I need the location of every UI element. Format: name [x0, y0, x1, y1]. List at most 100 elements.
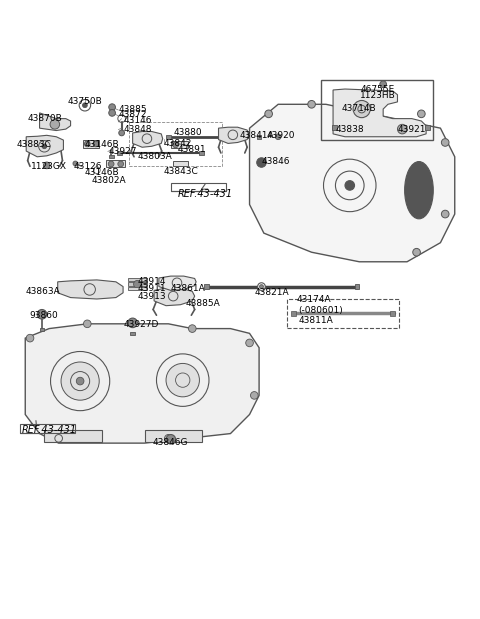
Text: 43891: 43891	[178, 145, 206, 154]
Bar	[144, 430, 202, 442]
Circle shape	[257, 158, 266, 167]
Circle shape	[246, 339, 253, 347]
Text: 43885: 43885	[118, 105, 147, 113]
Text: 43841A: 43841A	[240, 131, 275, 140]
Circle shape	[189, 325, 196, 332]
Text: 43811A: 43811A	[298, 316, 333, 326]
Text: 43174A: 43174A	[296, 295, 331, 305]
Circle shape	[83, 103, 87, 108]
Circle shape	[84, 320, 91, 327]
Bar	[390, 311, 395, 316]
Circle shape	[345, 181, 355, 190]
Polygon shape	[159, 276, 196, 290]
Polygon shape	[333, 89, 426, 137]
Text: 43861A: 43861A	[171, 284, 205, 293]
Text: 43714B: 43714B	[341, 103, 376, 113]
Bar	[287, 299, 399, 327]
Circle shape	[442, 139, 449, 146]
Circle shape	[258, 283, 265, 290]
Circle shape	[353, 100, 370, 118]
Circle shape	[166, 435, 176, 444]
Text: 1123HB: 1123HB	[360, 91, 396, 100]
Text: 43838: 43838	[336, 124, 364, 134]
Text: 43927: 43927	[109, 147, 137, 155]
Text: 43927D: 43927D	[123, 320, 158, 329]
Text: 43920: 43920	[266, 131, 295, 140]
Polygon shape	[58, 280, 123, 299]
Text: 46755E: 46755E	[360, 85, 395, 95]
Bar	[171, 183, 226, 191]
Text: 43126: 43126	[74, 162, 102, 171]
Bar	[44, 430, 102, 442]
Text: 43885A: 43885A	[185, 299, 220, 308]
Circle shape	[37, 310, 47, 319]
Circle shape	[26, 334, 34, 342]
Text: 43802A: 43802A	[91, 176, 126, 185]
Text: 43872: 43872	[118, 110, 147, 119]
Text: 43863A: 43863A	[25, 287, 60, 296]
Polygon shape	[250, 104, 455, 262]
Text: 43842: 43842	[164, 139, 192, 148]
Polygon shape	[26, 136, 63, 157]
Text: 1123GX: 1123GX	[31, 162, 67, 171]
Text: REF.43-431: REF.43-431	[22, 425, 76, 435]
Circle shape	[42, 144, 47, 149]
Text: 43880: 43880	[173, 128, 202, 137]
Bar	[171, 141, 188, 148]
Circle shape	[119, 130, 124, 136]
Text: 43846: 43846	[262, 157, 290, 166]
Circle shape	[265, 110, 273, 118]
Circle shape	[128, 318, 137, 327]
Text: 43913: 43913	[137, 292, 166, 301]
Circle shape	[109, 110, 116, 116]
Circle shape	[93, 141, 99, 147]
Circle shape	[109, 104, 116, 111]
Circle shape	[173, 142, 179, 148]
Circle shape	[43, 162, 50, 169]
Ellipse shape	[409, 169, 429, 212]
Circle shape	[61, 362, 99, 400]
Bar	[166, 135, 171, 139]
Bar	[321, 80, 433, 140]
Bar	[425, 125, 430, 130]
Bar	[117, 151, 121, 155]
Bar	[21, 424, 75, 433]
Circle shape	[84, 141, 90, 147]
Bar	[128, 282, 147, 285]
Text: 43846G: 43846G	[153, 438, 189, 447]
Bar	[332, 125, 337, 130]
Text: 43803A: 43803A	[137, 152, 172, 162]
Text: 43750B: 43750B	[68, 97, 102, 106]
Text: 43843C: 43843C	[164, 167, 198, 176]
Polygon shape	[154, 288, 195, 306]
Circle shape	[413, 248, 420, 256]
Bar	[128, 277, 147, 281]
Circle shape	[108, 161, 114, 167]
Bar	[83, 140, 99, 148]
Ellipse shape	[405, 162, 433, 219]
Circle shape	[260, 285, 264, 288]
Text: 43821A: 43821A	[254, 288, 289, 297]
Bar	[291, 311, 296, 316]
Text: 43146B: 43146B	[85, 168, 120, 176]
Circle shape	[133, 280, 141, 288]
Bar	[173, 160, 188, 167]
Circle shape	[251, 392, 258, 399]
Text: 43921: 43921	[397, 124, 426, 134]
Polygon shape	[39, 113, 71, 131]
Bar	[204, 284, 209, 289]
Text: 43870B: 43870B	[28, 114, 62, 123]
Bar	[129, 123, 222, 167]
Text: 43911: 43911	[137, 284, 166, 293]
Bar	[130, 332, 135, 335]
Bar	[199, 151, 204, 155]
Circle shape	[308, 100, 315, 108]
Text: 43146B: 43146B	[85, 141, 120, 149]
Text: 43848: 43848	[123, 124, 152, 134]
Circle shape	[76, 377, 84, 385]
Circle shape	[118, 161, 123, 167]
Circle shape	[380, 81, 386, 88]
Text: REF.43-431: REF.43-431	[178, 189, 233, 199]
Bar	[257, 135, 262, 139]
Circle shape	[50, 119, 60, 129]
